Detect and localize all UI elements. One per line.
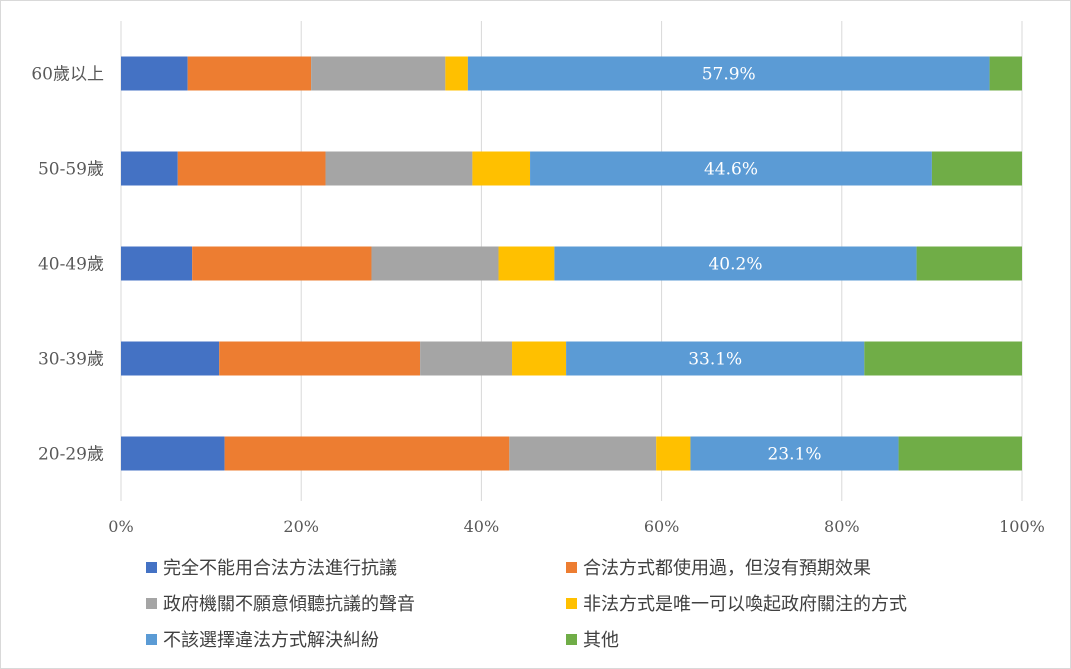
legend-item: 其他 — [566, 625, 986, 653]
bar-segment — [864, 341, 1022, 376]
data-label: 23.1% — [767, 445, 821, 465]
bar-segment — [898, 436, 1022, 471]
bar-segment — [554, 246, 917, 281]
bar-segment — [187, 56, 312, 91]
legend-item: 完全不能用合法方法進行抗議 — [146, 553, 566, 581]
bar-segment — [121, 436, 225, 471]
category-label: 30-39歲 — [38, 350, 104, 370]
data-label: 44.6% — [704, 160, 758, 180]
data-label: 33.1% — [688, 350, 742, 370]
bar-segment — [177, 151, 326, 186]
bar-segment — [509, 436, 657, 471]
chart-legend: 完全不能用合法方法進行抗議 合法方式都使用過，但沒有預期效果政府機關不願意傾聽抗議… — [146, 553, 1026, 653]
category-label: 40-49歲 — [38, 255, 104, 275]
category-label: 50-59歲 — [38, 160, 104, 180]
bar-segment — [219, 341, 421, 376]
legend-swatch — [146, 597, 157, 609]
legend-label: 不該選擇違法方式解決糾紛 — [163, 630, 379, 651]
bar-segment — [121, 56, 188, 91]
bar-segment — [690, 436, 899, 471]
legend-item: 合法方式都使用過，但沒有預期效果 — [566, 553, 986, 581]
legend-label: 其他 — [583, 630, 619, 651]
legend-swatch — [566, 561, 577, 573]
x-tick-label: 100% — [999, 517, 1045, 536]
bar-segment — [445, 56, 468, 91]
bar-segment — [371, 246, 499, 281]
x-tick-label: 80% — [824, 517, 860, 536]
legend-label: 合法方式都使用過，但沒有預期效果 — [583, 558, 871, 579]
bar-segment — [420, 341, 513, 376]
x-tick-label: 40% — [464, 517, 500, 536]
data-label: 40.2% — [708, 255, 762, 275]
bar-segment — [121, 341, 220, 376]
stacked-bar-chart: 0% 20% 40% 60% 80% 100% 57.9% 60歲以上 44.6% 50-59歲 4… — [31, 21, 1045, 536]
bar-segment — [656, 436, 691, 471]
x-tick-label: 0% — [108, 517, 133, 536]
bar-segment — [530, 151, 932, 186]
bar-segment — [121, 246, 193, 281]
x-tick-label: 60% — [644, 517, 680, 536]
x-tick-label: 20% — [283, 517, 319, 536]
bar-segment — [311, 56, 446, 91]
legend-label: 完全不能用合法方法進行抗議 — [163, 558, 397, 579]
legend-swatch — [566, 597, 577, 609]
legend-item: 不該選擇違法方式解決糾紛 — [146, 625, 566, 653]
bar-segment — [566, 341, 865, 376]
category-label: 20-29歲 — [38, 445, 104, 465]
data-label: 57.9% — [702, 65, 756, 85]
legend-item: 非法方式是唯一可以喚起政府關注的方式 — [566, 589, 986, 617]
bar-segment — [325, 151, 473, 186]
bar-segment — [931, 151, 1022, 186]
bar-segment — [916, 246, 1022, 281]
bar-segment — [472, 151, 531, 186]
legend-label: 非法方式是唯一可以喚起政府關注的方式 — [583, 594, 907, 615]
bar-segment — [224, 436, 510, 471]
bar-segment — [192, 246, 372, 281]
category-label: 60歲以上 — [31, 65, 104, 85]
legend-item: 政府機關不願意傾聽抗議的聲音 — [146, 589, 566, 617]
bar-segment — [121, 151, 178, 186]
legend-swatch — [566, 633, 577, 645]
bar-segment — [512, 341, 567, 376]
legend-swatch — [146, 633, 157, 645]
legend-swatch — [146, 561, 157, 573]
bar-segment — [498, 246, 555, 281]
bar-segment — [467, 56, 990, 91]
bar-segment — [989, 56, 1022, 91]
legend-label: 政府機關不願意傾聽抗議的聲音 — [163, 594, 415, 615]
